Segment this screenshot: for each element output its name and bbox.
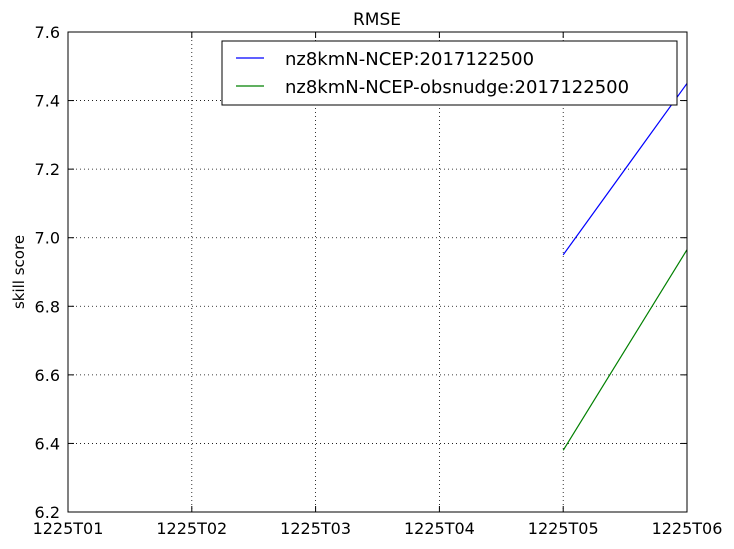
legend-label-1: nz8kmN-NCEP:2017122500 [285,49,534,70]
y-tick-label: 6.6 [35,366,60,385]
series-lines [562,83,688,451]
y-tick-label: 7.6 [35,23,60,42]
legend: nz8kmN-NCEP:2017122500 nz8kmN-NCEP-obsnud… [221,40,678,106]
x-tick-label: 1225T06 [652,519,723,538]
legend-label-2: nz8kmN-NCEP-obsnudge:2017122500 [285,77,629,98]
x-tick-label: 1225T05 [528,519,599,538]
plot-frame [67,31,688,513]
y-tick-label: 6.4 [35,434,60,453]
x-tick-label: 1225T04 [404,519,475,538]
legend-box [221,40,678,106]
axis-ticks: 1225T01 1225T02 1225T03 1225T04 1225T05 1225T… [33,23,723,538]
y-tick-label: 6.2 [35,503,60,522]
grid-lines [68,32,687,512]
y-tick-label: 7.0 [35,229,60,248]
y-axis-label: skill score [10,235,28,309]
y-tick-label: 7.2 [35,160,60,179]
y-tick-label: 7.4 [35,92,60,111]
chart-title: RMSE [353,10,401,30]
y-tick-label: 6.8 [35,297,60,316]
x-tick-label: 1225T01 [33,519,104,538]
series-line-2 [562,249,688,451]
series-line-1 [562,83,688,256]
x-tick-label: 1225T02 [156,519,227,538]
x-tick-label: 1225T03 [280,519,351,538]
